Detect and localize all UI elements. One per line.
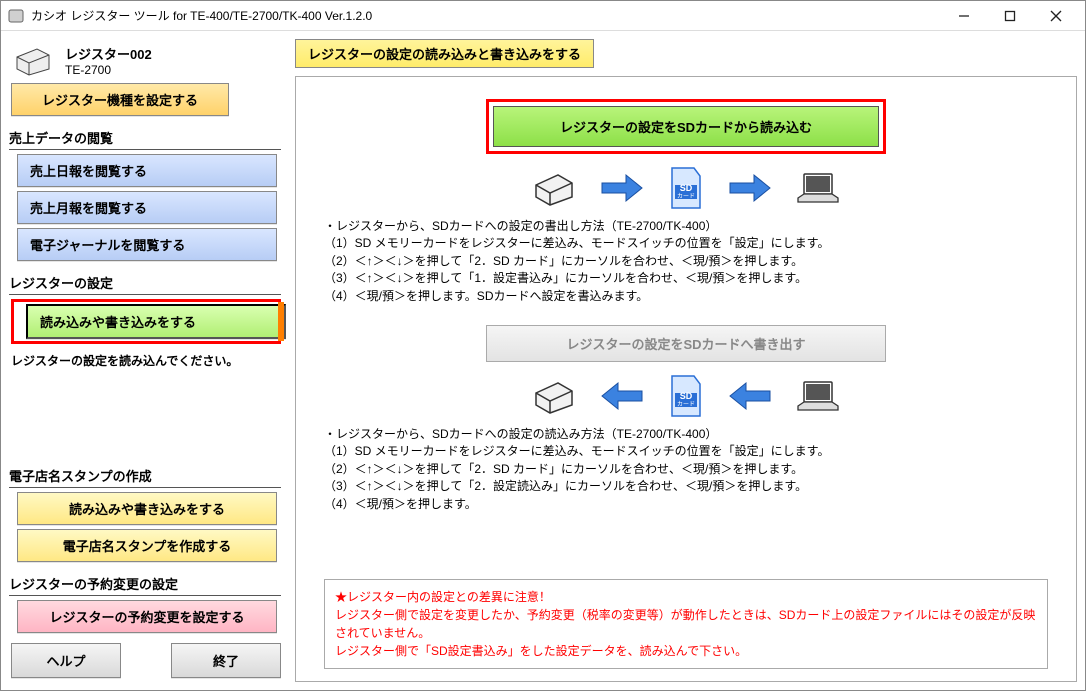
section-reserve-change: レジスターの予約変更の設定 (9, 572, 281, 596)
arrow-left-icon (600, 381, 644, 411)
sidebar: レジスター002 TE-2700 レジスター機種を設定する 売上データの閲覧 売… (9, 39, 281, 682)
register-small-icon (530, 377, 578, 415)
write-to-sd-button[interactable]: レジスターの設定をSDカードへ書き出す (486, 325, 886, 362)
section-sales-browse: 売上データの閲覧 (9, 126, 281, 150)
exit-button[interactable]: 終了 (171, 643, 281, 678)
register-name: レジスター002 (65, 47, 152, 62)
sd-card-icon: SD カード (666, 166, 706, 210)
sd-card-icon: SD カード (666, 374, 706, 418)
arrow-left-icon (728, 381, 772, 411)
content-header: レジスターの設定の読み込みと書き込みをする (295, 39, 594, 68)
arrow-right-icon (728, 173, 772, 203)
section-stamp-create: 電子店名スタンプの作成 (9, 464, 281, 488)
stamp-make-button[interactable]: 電子店名スタンプを作成する (17, 529, 277, 562)
write-flow-row: SD カード (530, 166, 842, 210)
laptop-icon (794, 170, 842, 206)
read-flow-row: SD カード (530, 374, 842, 418)
svg-text:カード: カード (677, 193, 695, 200)
stamp-rw-button[interactable]: 読み込みや書き込みをする (17, 492, 277, 525)
titlebar: カシオ レジスター ツール for TE-400/TE-2700/TK-400 … (1, 1, 1085, 31)
help-button[interactable]: ヘルプ (11, 643, 121, 678)
ejournal-button[interactable]: 電子ジャーナルを閲覧する (17, 228, 277, 261)
register-small-icon (530, 169, 578, 207)
svg-text:SD: SD (680, 391, 693, 401)
read-write-highlight: 読み込みや書き込みをする (11, 299, 281, 344)
sidebar-instruction: レジスターの設定を読み込んでください。 (9, 348, 281, 369)
main-panel: レジスターの設定をSDカードから読み込む SD (295, 76, 1077, 682)
arrow-right-icon (600, 173, 644, 203)
svg-text:SD: SD (680, 183, 693, 193)
set-model-button[interactable]: レジスター機種を設定する (11, 83, 229, 116)
register-header: レジスター002 TE-2700 (9, 39, 281, 79)
register-icon (11, 43, 55, 77)
read-from-sd-button[interactable]: レジスターの設定をSDカードから読み込む (493, 106, 879, 147)
daily-report-button[interactable]: 売上日報を閲覧する (17, 154, 277, 187)
monthly-report-button[interactable]: 売上月報を閲覧する (17, 191, 277, 224)
minimize-button[interactable] (941, 2, 987, 30)
write-steps-text: ・レジスターから、SDカードへの設定の書出し方法（TE-2700/TK-400）… (324, 218, 1048, 305)
app-icon (7, 7, 25, 25)
warning-box: ★レジスター内の設定との差異に注意！ レジスター側で設定を変更したか、予約変更（… (324, 579, 1048, 669)
svg-text:カード: カード (677, 401, 695, 408)
window-title: カシオ レジスター ツール for TE-400/TE-2700/TK-400 … (31, 7, 941, 24)
laptop-icon (794, 378, 842, 414)
read-button-highlight: レジスターの設定をSDカードから読み込む (486, 99, 886, 154)
read-steps-text: ・レジスターから、SDカードへの設定の読込み方法（TE-2700/TK-400）… (324, 426, 1048, 513)
read-write-button[interactable]: 読み込みや書き込みをする (26, 304, 286, 339)
maximize-button[interactable] (987, 2, 1033, 30)
reserve-set-button[interactable]: レジスターの予約変更を設定する (17, 600, 277, 633)
close-button[interactable] (1033, 2, 1079, 30)
register-model: TE-2700 (65, 63, 111, 77)
content-area: レジスターの設定の読み込みと書き込みをする レジスターの設定をSDカードから読み… (295, 39, 1077, 682)
section-register-settings: レジスターの設定 (9, 271, 281, 295)
selection-marker (278, 302, 284, 341)
